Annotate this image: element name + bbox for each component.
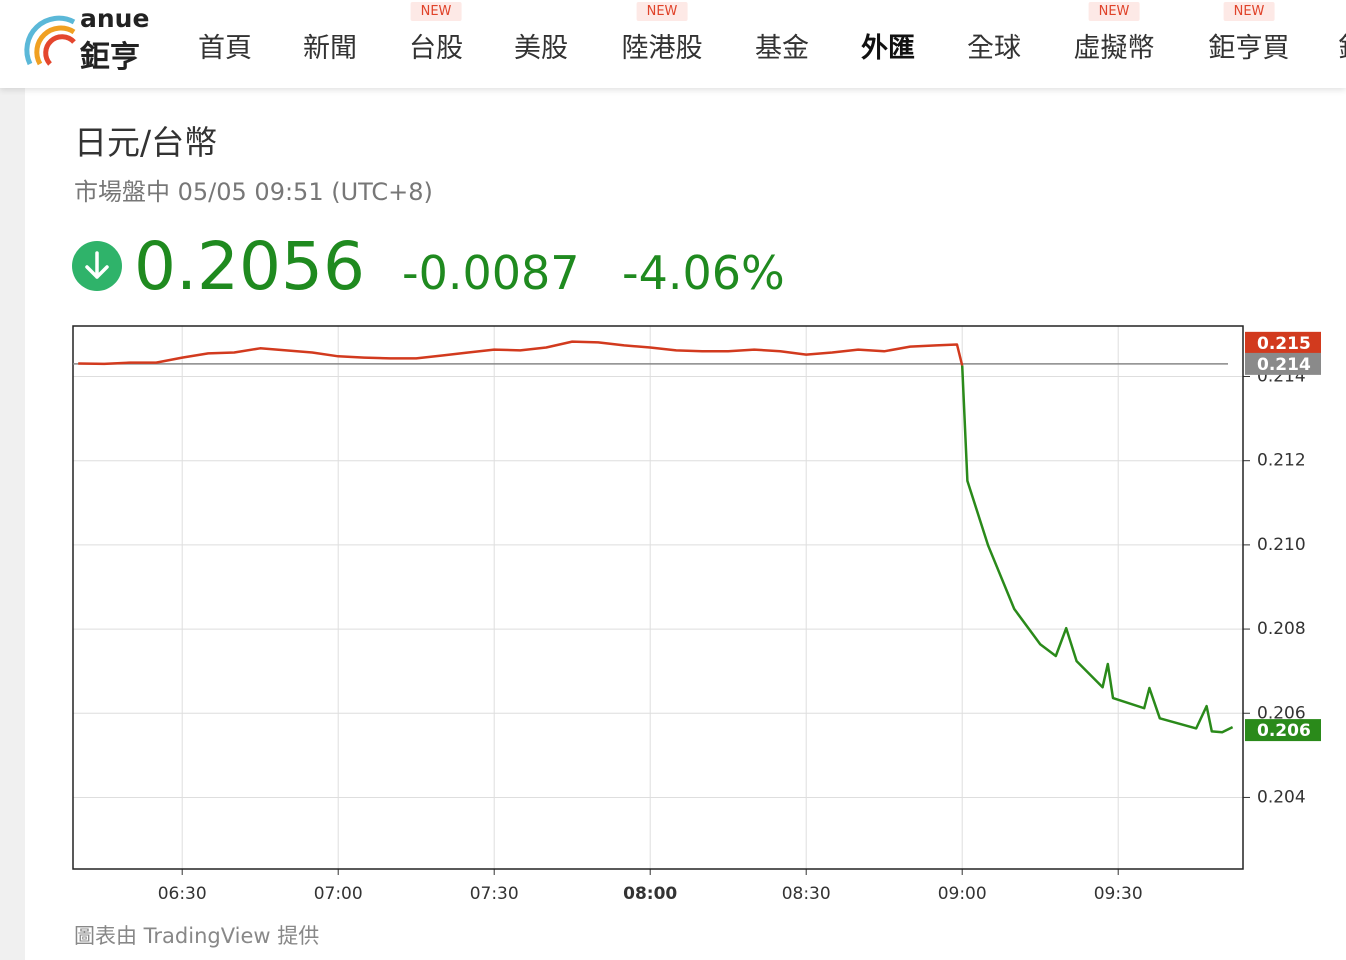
nav-item[interactable]: 美股 [514, 33, 568, 64]
price-label-box [1245, 331, 1321, 354]
quote-change-pct: -4.06% [622, 246, 785, 300]
x-tick-label: 06:30 [158, 884, 207, 904]
y-tick-label: 0.212 [1257, 451, 1306, 471]
nav-item[interactable]: 首頁 [198, 33, 252, 64]
price-label: 0.215 [1257, 334, 1311, 354]
y-tick-label: 0.204 [1257, 787, 1306, 807]
nav-badge: NEW [1223, 2, 1275, 21]
x-tick-label: 09:30 [1094, 884, 1143, 904]
plot-frame [72, 325, 1244, 870]
x-tick-label: 07:00 [314, 884, 363, 904]
x-tick-label: 08:00 [623, 884, 677, 904]
price-label-box [1245, 352, 1321, 375]
nav-item[interactable]: 台股 [409, 33, 463, 64]
header: anue 鉅亨 首頁 新聞 台股 NEW 美股 陸港股 NEW 基金 外匯 全球 虛擬幣 NEW 鉅亨買… [0, 0, 1346, 88]
down-icon [72, 241, 122, 291]
price-line [78, 340, 964, 366]
y-tick-label: 0.208 [1257, 619, 1306, 639]
nav-item[interactable]: 陸港股 [621, 33, 703, 64]
nav-item[interactable]: 鉅 [1339, 26, 1346, 65]
price-label-box [1245, 719, 1321, 742]
nav-item[interactable]: 新聞 [303, 33, 357, 64]
brand-name[interactable]: 鉅亨 [80, 40, 140, 75]
nav-item[interactable]: 虛擬幣 [1073, 33, 1155, 64]
nav-item[interactable]: 全球 [967, 33, 1021, 64]
nav-badge: NEW [636, 2, 688, 21]
x-tick-label: 09:00 [938, 884, 987, 904]
price-label: 0.206 [1257, 721, 1311, 741]
quote-name: 日元/台幣 [74, 123, 218, 162]
quote-price: 0.2056 [134, 228, 365, 305]
nav-item[interactable]: 外匯 [861, 33, 915, 64]
quote-status: 市場盤中 05/05 09:51 (UTC+8) [74, 178, 433, 206]
brand-word[interactable]: anue [80, 4, 150, 33]
quote-change: -0.0087 [402, 246, 580, 300]
nav-badge: NEW [1088, 2, 1140, 21]
y-tick-label: 0.210 [1257, 535, 1306, 555]
y-tick-label: 0.206 [1257, 703, 1306, 723]
price-line [960, 365, 1234, 734]
nav-item[interactable]: 基金 [755, 33, 809, 64]
nav-item[interactable]: 鉅亨買 [1208, 33, 1290, 64]
chart-source: 圖表由 TradingView 提供 [74, 924, 320, 948]
side-strip [0, 88, 25, 960]
x-tick-label: 07:30 [470, 884, 519, 904]
nav-badge: NEW [410, 2, 462, 21]
logo-arcs [24, 15, 76, 66]
x-tick-label: 08:30 [782, 884, 831, 904]
price-label: 0.214 [1257, 355, 1311, 375]
